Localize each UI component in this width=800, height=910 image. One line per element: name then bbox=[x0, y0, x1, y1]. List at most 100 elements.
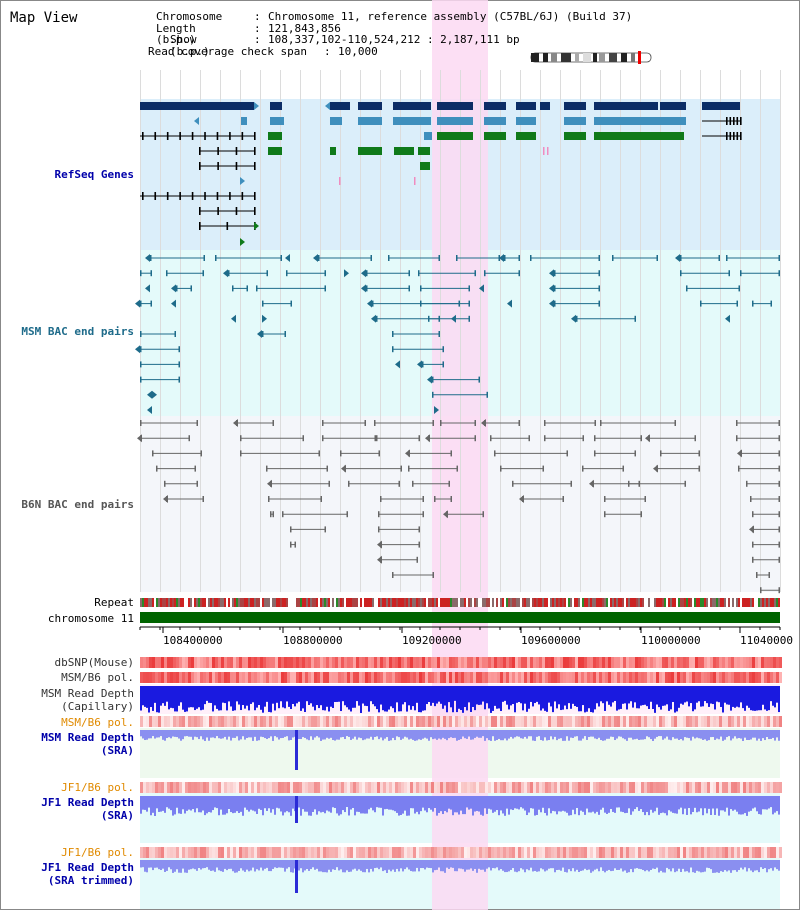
depth-bar bbox=[578, 686, 580, 712]
repeat-segment bbox=[482, 598, 484, 607]
repeat-segment bbox=[286, 598, 288, 607]
dbsnp-track-label[interactable]: dbSNP(Mouse) bbox=[54, 656, 134, 669]
repeat-segment bbox=[590, 598, 592, 607]
msm-read-depth-capillary-label[interactable]: MSM Read Depth bbox=[41, 687, 134, 700]
heat-cell bbox=[296, 716, 299, 727]
depth-bar bbox=[408, 796, 410, 816]
depth-bar bbox=[592, 730, 594, 737]
heat-cell bbox=[674, 672, 677, 683]
heat-cell bbox=[320, 782, 323, 793]
depth-bar bbox=[448, 686, 450, 703]
heat-cell bbox=[218, 657, 221, 668]
depth-bar bbox=[412, 730, 414, 740]
depth-bar bbox=[722, 796, 724, 811]
gene-exon bbox=[179, 192, 181, 200]
msm-bac-track-label[interactable]: MSM BAC end pairs bbox=[21, 325, 134, 338]
bac-pair-end bbox=[202, 270, 204, 277]
heat-cell bbox=[584, 847, 587, 858]
heat-cell bbox=[647, 782, 650, 793]
depth-bar bbox=[730, 730, 732, 741]
msm-b6-pol-label-1[interactable]: MSM/B6 pol. bbox=[61, 671, 134, 684]
bac-arrow bbox=[231, 314, 236, 323]
heat-cell bbox=[566, 657, 569, 668]
heat-cell bbox=[164, 672, 167, 683]
depth-bar bbox=[456, 686, 458, 713]
depth-bar bbox=[588, 686, 590, 709]
depth-bar bbox=[140, 796, 142, 814]
depth-bar bbox=[426, 730, 428, 739]
heat-cell bbox=[209, 716, 212, 727]
depth-bar bbox=[736, 686, 738, 707]
heat-cell bbox=[254, 716, 257, 727]
heat-cell bbox=[692, 782, 695, 793]
heat-cell bbox=[779, 782, 782, 793]
depth-bar bbox=[594, 730, 596, 739]
msm-read-depth-sra-label[interactable]: MSM Read Depth bbox=[41, 731, 134, 744]
depth-bar bbox=[434, 860, 436, 871]
depth-bar bbox=[726, 860, 728, 872]
depth-bar bbox=[470, 730, 472, 740]
repeat-segment bbox=[748, 598, 750, 607]
repeat-track-label[interactable]: Repeat bbox=[94, 596, 134, 609]
jf1-read-depth-sra-label[interactable]: JF1 Read Depth bbox=[41, 796, 134, 809]
heat-cell bbox=[431, 672, 434, 683]
heat-cell bbox=[533, 672, 536, 683]
depth-bar bbox=[148, 730, 150, 739]
msm-b6-pol-label-2[interactable]: MSM/B6 pol. bbox=[61, 716, 134, 729]
repeat-segment bbox=[388, 598, 390, 607]
jf1-read-depth-trimmed-label[interactable]: JF1 Read Depth bbox=[41, 861, 134, 874]
depth-bar bbox=[274, 730, 276, 737]
bac-pair-end bbox=[456, 465, 458, 472]
heat-cell bbox=[479, 716, 482, 727]
heat-cell bbox=[620, 716, 623, 727]
depth-bar bbox=[404, 686, 406, 703]
depth-bar bbox=[484, 730, 486, 741]
jf1-b6-pol-label-1[interactable]: JF1/B6 pol. bbox=[61, 781, 134, 794]
heat-cell bbox=[140, 847, 143, 858]
depth-bar bbox=[728, 686, 730, 705]
depth-bar bbox=[520, 730, 522, 739]
depth-bar bbox=[392, 730, 394, 738]
bac-pair-end bbox=[422, 511, 424, 518]
depth-bar bbox=[718, 686, 720, 703]
heat-cell bbox=[518, 716, 521, 727]
refseq-track-label[interactable]: RefSeq Genes bbox=[54, 168, 134, 181]
b6n-bac-track-label[interactable]: B6N BAC end pairs bbox=[21, 498, 134, 511]
jf1-b6-pol-label-2[interactable]: JF1/B6 pol. bbox=[61, 846, 134, 859]
depth-bar bbox=[534, 860, 536, 871]
depth-bar bbox=[154, 796, 156, 816]
depth-bar bbox=[326, 860, 328, 873]
heat-cell bbox=[593, 716, 596, 727]
depth-bar bbox=[752, 796, 754, 809]
depth-bar bbox=[426, 686, 428, 705]
bac-pair-end bbox=[282, 511, 284, 518]
depth-bar bbox=[498, 860, 500, 871]
bac-arrow bbox=[549, 269, 554, 278]
heat-cell bbox=[218, 672, 221, 683]
depth-bar bbox=[636, 686, 638, 709]
heat-cell bbox=[251, 672, 254, 683]
gene-exon bbox=[516, 132, 536, 140]
heat-cell bbox=[728, 672, 731, 683]
heat-cell bbox=[155, 672, 158, 683]
depth-bar bbox=[678, 686, 680, 708]
depth-bar bbox=[652, 730, 654, 741]
heat-cell bbox=[209, 782, 212, 793]
heat-cell bbox=[206, 782, 209, 793]
heat-cell bbox=[428, 782, 431, 793]
heat-cell bbox=[296, 782, 299, 793]
repeat-segment bbox=[466, 598, 468, 607]
depth-bar bbox=[686, 686, 688, 702]
depth-bar bbox=[536, 860, 538, 872]
heat-cell bbox=[413, 716, 416, 727]
depth-bar bbox=[328, 730, 330, 739]
repeat-segment bbox=[302, 598, 304, 607]
depth-bar bbox=[560, 796, 562, 812]
ideogram-band bbox=[583, 53, 591, 62]
depth-bar bbox=[556, 730, 558, 741]
heat-cell bbox=[368, 716, 371, 727]
depth-bar bbox=[436, 730, 438, 740]
depth-bar bbox=[158, 796, 160, 812]
bac-pair-end bbox=[500, 465, 502, 472]
depth-bar bbox=[710, 686, 712, 704]
